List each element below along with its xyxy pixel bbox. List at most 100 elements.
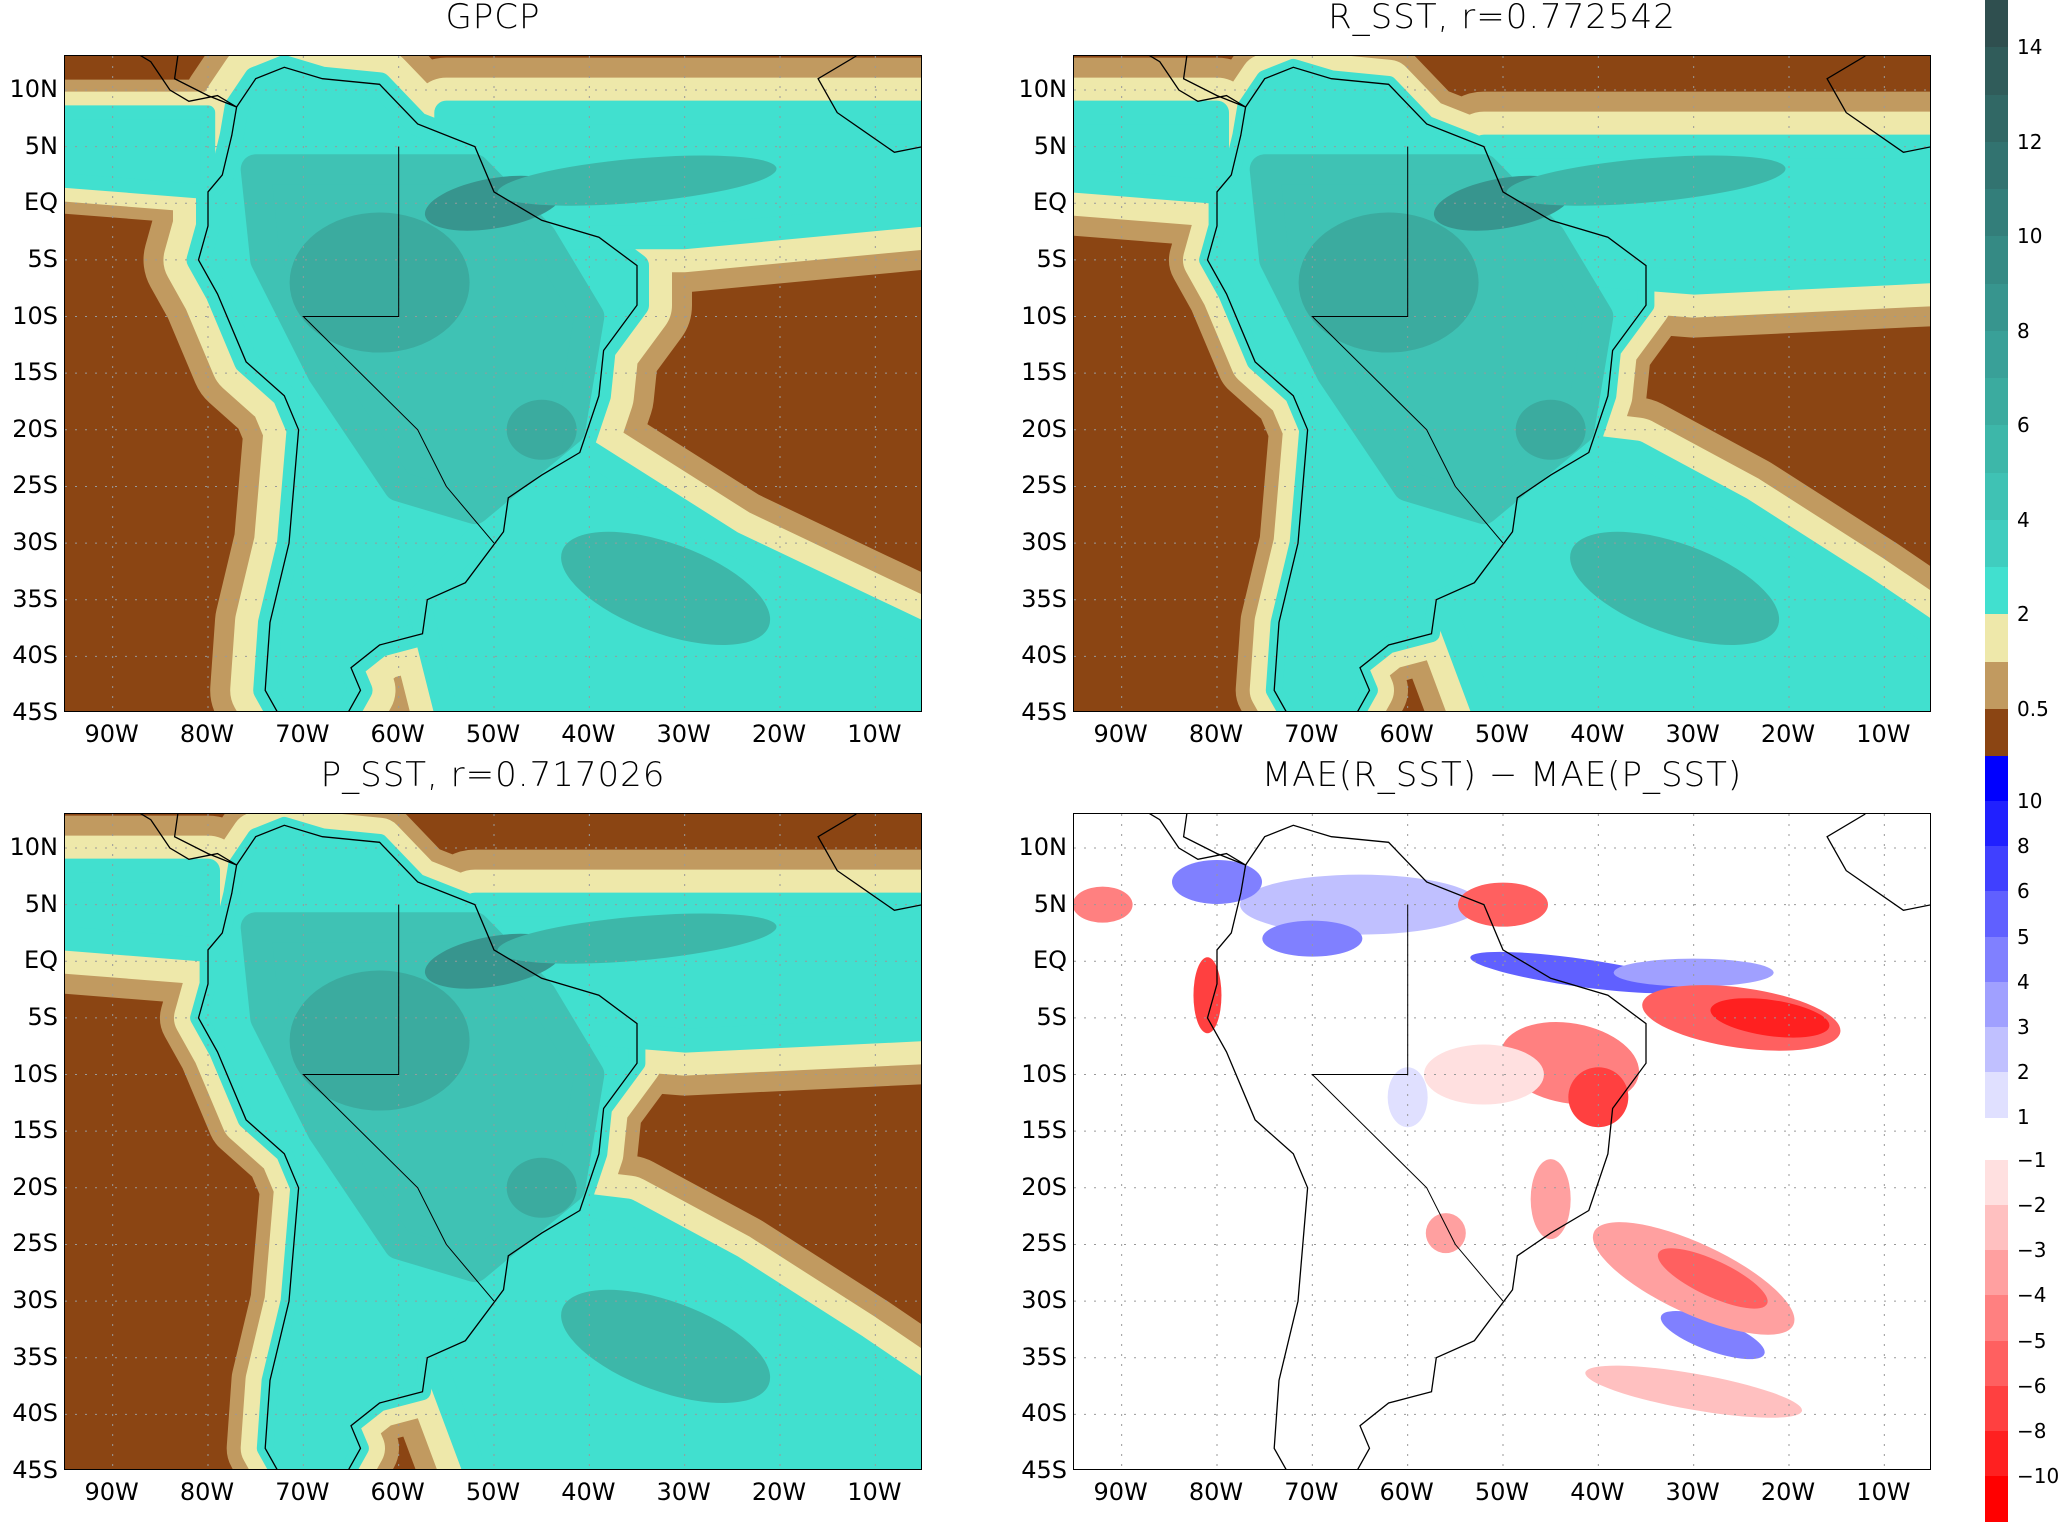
x-tick-label: 90W	[84, 720, 139, 748]
y-tick-label: 5S	[1036, 1002, 1067, 1031]
x-tick-label: 30W	[656, 720, 711, 748]
precip-max-southeast	[506, 399, 577, 460]
negative-difference-area	[1425, 1213, 1466, 1254]
x-tick-label: 60W	[370, 720, 425, 748]
x-tick-label: 30W	[656, 1478, 711, 1506]
negative-difference-area	[1530, 1159, 1571, 1240]
coastline-africa	[1826, 56, 1930, 153]
y-tick-label: 20S	[12, 414, 58, 443]
precip-max-sacz	[561, 531, 771, 645]
coastline-central-america	[1148, 814, 1246, 866]
x-tick-label: 10W	[847, 720, 902, 748]
colorbar-precip-segment	[1985, 94, 2008, 143]
y-tick-label: 45S	[1021, 1456, 1067, 1484]
colorbar-label: 0.5	[2017, 696, 2049, 721]
y-tick-label: 5S	[27, 1002, 58, 1031]
y-tick-label: 20S	[1021, 1172, 1067, 1201]
y-tick-label: 45S	[1021, 698, 1067, 726]
precip-max-southeast	[506, 1157, 577, 1218]
colorbar-label: 8	[2017, 318, 2030, 343]
x-tick-label: 90W	[1093, 720, 1148, 748]
x-tick-label: 50W	[1474, 720, 1530, 748]
precip-max-sacz	[1570, 531, 1780, 645]
y-tick-label: 45S	[12, 698, 58, 726]
colorbar-label: 10	[2017, 789, 2043, 814]
colorbar-label: 4	[2017, 507, 2030, 532]
precip-max-amazon	[289, 970, 470, 1111]
positive-difference-area	[1613, 958, 1774, 987]
coastline-africa	[1826, 814, 1930, 911]
y-tick-label: 5N	[24, 131, 58, 160]
map-plot	[1073, 813, 1931, 1470]
colorbar-precip-segment	[1985, 236, 2008, 284]
colorbar-precip-segment	[1985, 519, 2008, 568]
coastline	[1206, 66, 1647, 711]
colorbar-label: 5	[2017, 924, 2030, 949]
colorbar-diff-positive-segment	[1985, 1026, 2008, 1073]
colorbar-diff-positive-segment	[1985, 936, 2008, 983]
negative-difference-area	[1568, 1067, 1629, 1128]
y-tick-label: 25S	[1021, 1229, 1067, 1258]
y-tick-label: 40S	[12, 641, 58, 670]
coastline-africa	[817, 56, 921, 153]
y-tick-label: 5S	[1036, 244, 1067, 273]
panel-title: MAE(R_SST) − MAE(P_SST)	[1261, 755, 1743, 795]
colorbar-label: 6	[2017, 413, 2030, 438]
y-tick-label: 25S	[12, 1229, 58, 1258]
precip-contour-pacific	[65, 858, 220, 962]
panel-title: P_SST, r=0.717026	[320, 755, 666, 795]
x-tick-label: 60W	[370, 1478, 425, 1506]
x-tick-label: 80W	[1188, 720, 1244, 748]
y-tick-label: 5N	[24, 889, 58, 918]
negative-difference-area	[1585, 1365, 1803, 1418]
colorbar-precip-segment	[1985, 425, 2008, 473]
y-tick-label: 15S	[1021, 1116, 1067, 1145]
x-tick-label: 70W	[1284, 720, 1339, 748]
precip-max-itcz	[1506, 155, 1786, 206]
colorbar-precip-segment	[1985, 472, 2008, 521]
y-tick-label: 40S	[1021, 1399, 1067, 1428]
colorbar-diff-positive-segment	[1985, 891, 2008, 937]
y-tick-label: 35S	[1021, 584, 1067, 613]
map-plot	[64, 813, 922, 1470]
positive-difference-area	[1262, 920, 1363, 957]
coastline	[1206, 824, 1647, 1469]
x-tick-label: 20W	[1760, 720, 1816, 748]
x-tick-label: 60W	[1379, 1478, 1434, 1506]
colorbar-diff-negative-segment	[1985, 1295, 2008, 1341]
precip-max-southeast	[1515, 399, 1586, 460]
map-plot	[1073, 55, 1931, 712]
colorbar-precip-segment	[1985, 567, 2008, 615]
x-tick-label: 50W	[465, 720, 521, 748]
colorbar-label: −3	[2017, 1238, 2047, 1263]
x-tick-label: 90W	[84, 1478, 139, 1506]
precip-max-amazon	[289, 212, 470, 353]
y-tick-label: 10N	[9, 832, 59, 861]
negative-difference-area	[1423, 1044, 1544, 1105]
negative-difference-area	[1193, 957, 1222, 1034]
y-tick-label: 5N	[1033, 889, 1067, 918]
x-tick-label: 40W	[1570, 1478, 1625, 1506]
y-tick-label: 40S	[1021, 641, 1067, 670]
colorbar-label: 14	[2017, 35, 2043, 60]
x-tick-label: 80W	[1188, 1478, 1244, 1506]
x-tick-label: 50W	[465, 1478, 521, 1506]
colorbar-precip-segment	[1985, 330, 2008, 379]
colorbar-label: 1	[2017, 1105, 2030, 1129]
panel-title: R_SST, r=0.772542	[1328, 0, 1676, 37]
country-borders	[1311, 146, 1504, 544]
y-tick-label: 10N	[1018, 74, 1068, 103]
positive-difference-area	[1660, 1310, 1765, 1360]
x-tick-label: 10W	[847, 1478, 902, 1506]
x-tick-label: 70W	[275, 720, 330, 748]
colorbar-label: 2	[2017, 602, 2030, 627]
x-tick-label: 20W	[1760, 1478, 1816, 1506]
colorbar-diff-positive-segment	[1985, 981, 2008, 1028]
y-tick-label: 20S	[12, 1172, 58, 1201]
colorbar-precip-segment	[1985, 189, 2008, 237]
colorbar-label: −4	[2017, 1283, 2047, 1308]
colorbar-diff-positive-segment	[1985, 756, 2008, 802]
y-tick-label: 45S	[12, 1456, 58, 1484]
country-borders	[302, 146, 495, 544]
colorbar-label: 6	[2017, 879, 2030, 904]
